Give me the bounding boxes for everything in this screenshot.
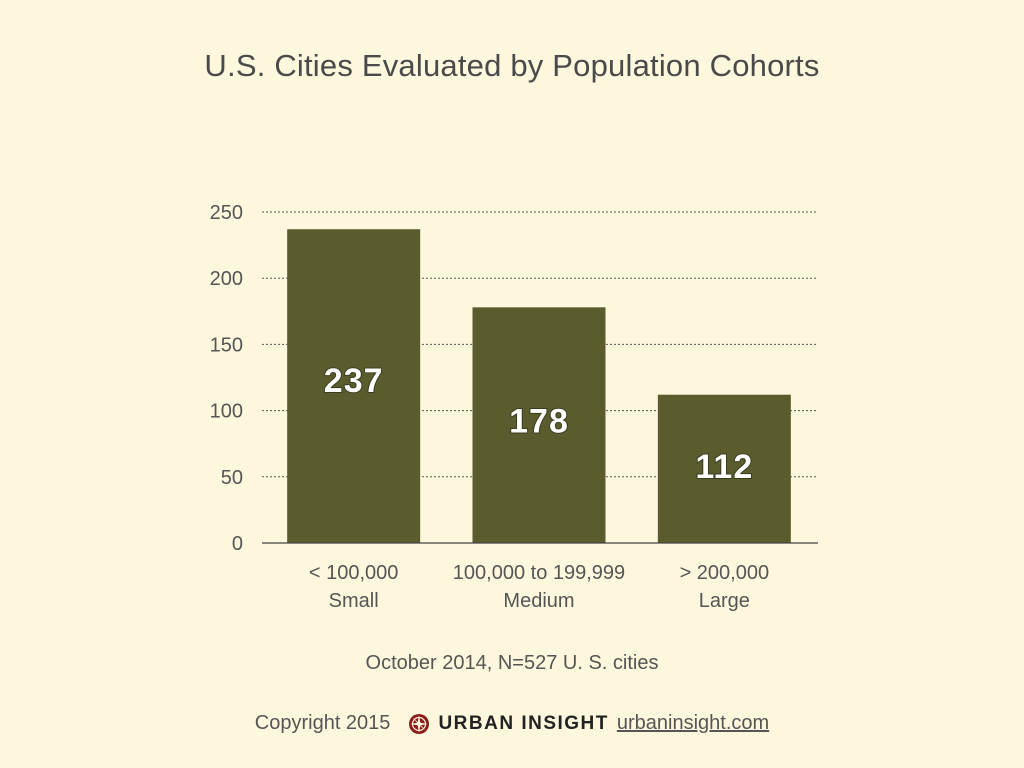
x-tick-label-name: Large bbox=[699, 590, 750, 612]
website-link[interactable]: urbaninsight.com bbox=[616, 712, 770, 734]
data-label: 112 bbox=[695, 448, 753, 486]
x-tick-label-range: > 200,000 bbox=[680, 562, 770, 584]
x-tick-labels: < 100,000 Small 100,000 to 199,999 Medium > … bbox=[309, 562, 769, 612]
y-tick-label: 200 bbox=[210, 268, 243, 290]
y-tick-label: 0 bbox=[232, 533, 243, 555]
x-tick-label-range: 100,000 to 199,999 bbox=[453, 562, 625, 584]
brand-name: URBAN INSIGHT bbox=[438, 712, 609, 734]
chart-caption: October 2014, N=527 U. S. cities bbox=[365, 652, 659, 674]
y-tick-label: 250 bbox=[210, 202, 243, 224]
y-tick-label: 50 bbox=[221, 467, 243, 489]
x-tick-label-range: < 100,000 bbox=[309, 562, 399, 584]
data-label: 178 bbox=[509, 402, 569, 440]
bars bbox=[287, 229, 791, 543]
compass-logo-icon bbox=[408, 713, 430, 735]
y-tick-labels: 0 50 100 150 200 250 bbox=[210, 202, 243, 555]
bar bbox=[287, 229, 421, 543]
copyright-text: Copyright 2015 bbox=[254, 712, 391, 734]
bar bbox=[657, 394, 791, 543]
bar-chart: 0 50 100 150 200 250 237 178 112 < 100,000 Small… bbox=[210, 202, 818, 612]
data-labels: 237 178 112 bbox=[323, 361, 753, 487]
footer: Copyright 2015 URBAN INSIGHT urbaninsigh… bbox=[0, 712, 1024, 735]
x-tick-label-name: Small bbox=[329, 590, 379, 612]
x-tick-label-name: Medium bbox=[503, 590, 574, 612]
chart-title: U.S. Cities Evaluated by Population Coho… bbox=[204, 48, 820, 83]
y-tick-label: 100 bbox=[210, 401, 243, 423]
bar bbox=[472, 307, 606, 543]
y-tick-label: 150 bbox=[210, 334, 243, 356]
data-label: 237 bbox=[324, 362, 384, 400]
